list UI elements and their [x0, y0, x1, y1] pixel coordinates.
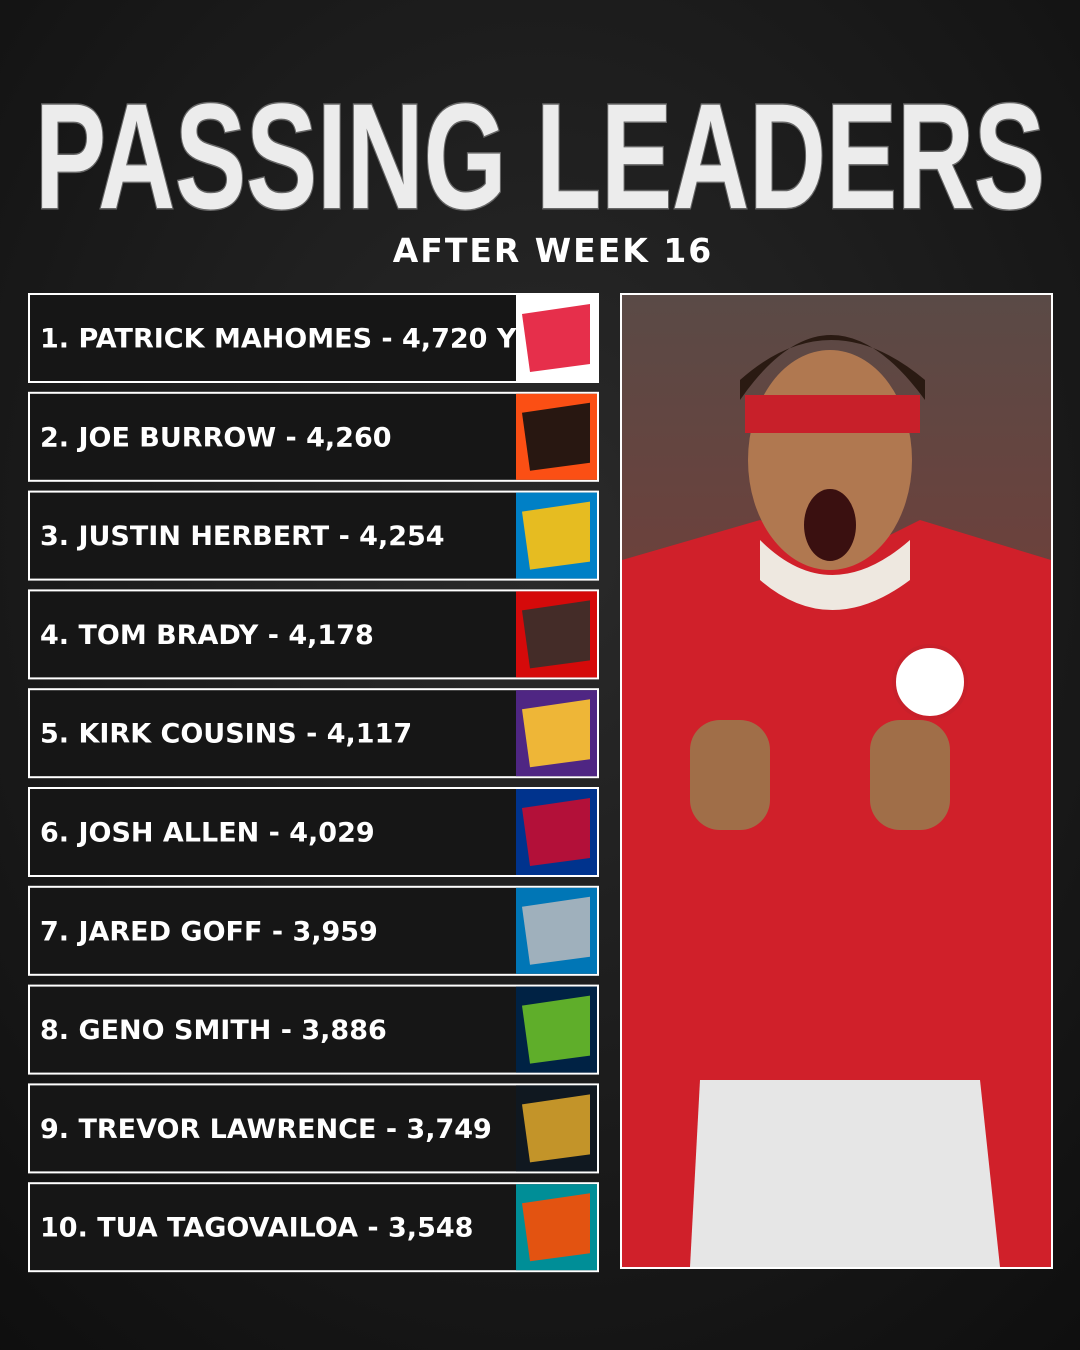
team-logo-mark: [522, 995, 590, 1064]
row-text: 4. TOM BRADY - 4,178: [40, 620, 374, 651]
leader-row: 9. TREVOR LAWRENCE - 3,749: [28, 1083, 599, 1174]
row-box: [28, 1083, 599, 1174]
row-box: [28, 1182, 599, 1273]
row-text: 2. JOE BURROW - 4,260: [40, 422, 392, 453]
row-text: 1. PATRICK MAHOMES - 4,720 YDS: [40, 324, 558, 355]
row-text: 9. TREVOR LAWRENCE - 3,749: [40, 1114, 492, 1145]
row-text: 8. GENO SMITH - 3,886: [40, 1015, 387, 1046]
row-box: [28, 490, 599, 581]
title: PASSING LEADERS: [35, 72, 1045, 240]
leader-row: 3. JUSTIN HERBERT - 4,254: [28, 490, 599, 581]
leader-row: 8. GENO SMITH - 3,886: [28, 984, 599, 1075]
row-text: 3. JUSTIN HERBERT - 4,254: [40, 521, 445, 552]
row-box: [28, 787, 599, 877]
row-text: 7. JARED GOFF - 3,959: [40, 916, 378, 947]
row-text: 10. TUA TAGOVAILOA - 3,548: [40, 1213, 473, 1244]
subtitle: AFTER WEEK 16: [393, 231, 714, 270]
team-logo-mark: [522, 1094, 590, 1163]
leader-row: 6. JOSH ALLEN - 4,029: [28, 787, 599, 877]
team-logo-mark: [522, 896, 590, 965]
leader-list: 1. PATRICK MAHOMES - 4,720 YDS 2. JOE BUR…: [28, 293, 599, 1273]
row-box: [28, 885, 599, 976]
row-box: [28, 589, 599, 680]
leader-row: 7. JARED GOFF - 3,959: [28, 885, 599, 976]
row-text: 5. KIRK COUSINS - 4,117: [40, 719, 412, 750]
row-box: [28, 984, 599, 1075]
team-logo-mark: [522, 304, 590, 372]
team-logo-mark: [522, 1193, 590, 1262]
row-box: [28, 391, 599, 482]
leader-row: 10. TUA TAGOVAILOA - 3,548: [28, 1182, 599, 1273]
row-box: [28, 688, 599, 779]
team-logo-mark: [522, 798, 590, 866]
team-logo-mark: [522, 600, 590, 669]
leader-row: 1. PATRICK MAHOMES - 4,720 YDS: [28, 293, 599, 383]
row-box: [28, 293, 599, 383]
player-photo: [620, 293, 1053, 1269]
leader-row: 4. TOM BRADY - 4,178: [28, 589, 599, 680]
leader-row: 2. JOE BURROW - 4,260: [28, 391, 599, 482]
team-logo-mark: [522, 699, 590, 768]
leader-row: 5. KIRK COUSINS - 4,117: [28, 688, 599, 779]
row-text: 6. JOSH ALLEN - 4,029: [40, 818, 375, 849]
team-logo-mark: [522, 402, 590, 471]
team-logo-mark: [522, 501, 590, 570]
